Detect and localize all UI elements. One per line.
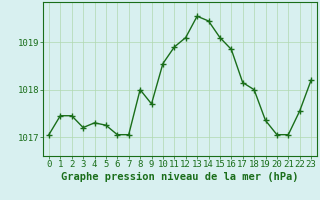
X-axis label: Graphe pression niveau de la mer (hPa): Graphe pression niveau de la mer (hPa) <box>61 172 299 182</box>
